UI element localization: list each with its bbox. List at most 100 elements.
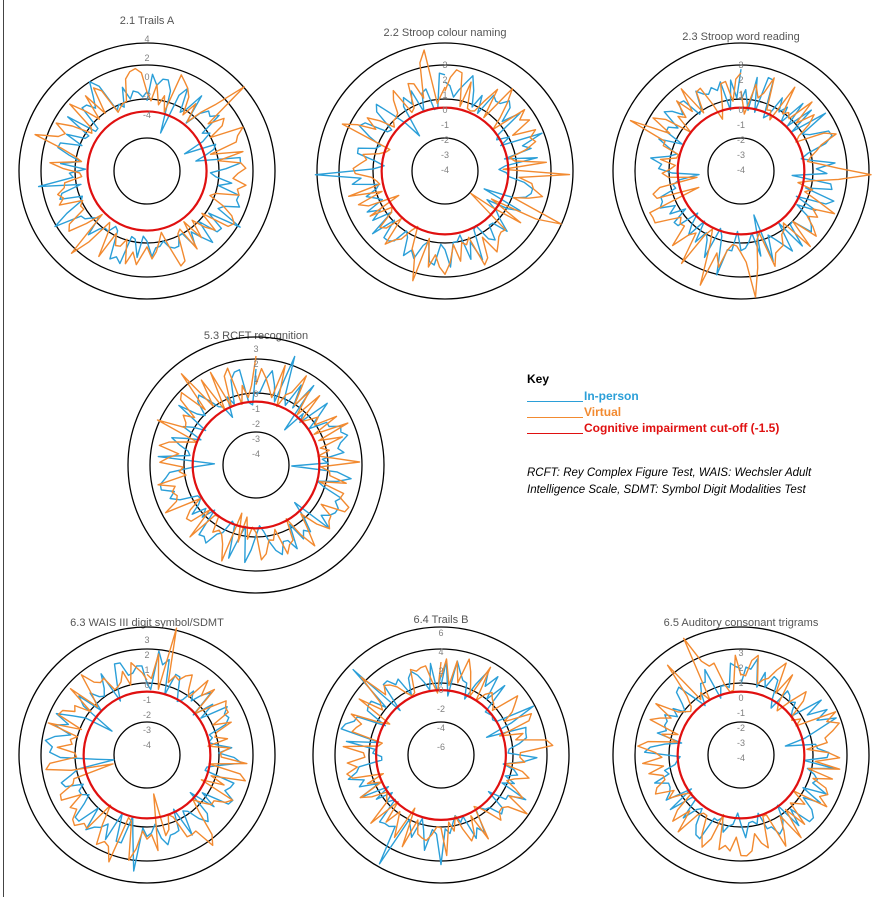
series-virtual [629,72,872,298]
radar-chart-4: 5.3 RCFT recognition 3 2 1 0 -1 -2 -3 -4 [127,330,385,594]
tick-label: -1 [737,120,745,130]
tick-label: -2 [441,135,449,145]
radar-ring-4 [18,42,276,300]
tick-label: -1 [143,695,151,705]
radar-ring-1 [707,137,775,205]
cutoff-circle [380,106,510,236]
radar-ring-3 [40,648,254,862]
tick-label: -3 [143,725,151,735]
key-label-cutoff: Cognitive impairment cut-off (-1.5) [584,421,780,435]
series-virtual [34,67,247,267]
radar-ring-1 [222,431,290,499]
series-in-person [643,658,837,840]
tick-label: 1 [738,678,743,688]
cutoff-circle [375,689,507,821]
key-swatch-virtual [527,417,583,418]
tick-label: -4 [441,165,449,175]
tick-label: -2 [252,419,260,429]
tick-label: 0 [438,685,443,695]
radar-ring-1 [707,721,775,789]
tick-label: -2 [143,710,151,720]
tick-label: 0 [738,693,743,703]
radar-ring-1 [113,137,181,205]
tick-label: 1 [738,90,743,100]
tick-label: 6 [438,628,443,638]
tick-label: 2 [738,75,743,85]
radar-ring-4 [18,626,276,884]
radar-ring-1 [113,721,181,789]
tick-label: -2 [737,723,745,733]
tick-label: -4 [737,753,745,763]
cutoff-circle [676,106,806,236]
tick-label: -4 [437,723,445,733]
tick-label: 2 [144,650,149,660]
tick-label: 2 [144,53,149,63]
chart-title: 2.3 Stroop word reading [682,31,799,43]
tick-label: 3 [738,60,743,70]
radar-chart-6: 6.4 Trails B 6 4 2 0 -2 -4 -6 [312,614,570,884]
radar-chart-3: 2.3 Stroop word reading 3 2 1 0 -1 -2 -3 -4 [612,31,872,300]
tick-label: 0 [144,680,149,690]
key-label-virtual: Virtual [584,405,622,419]
tick-label: -2 [737,135,745,145]
chart-title: 6.5 Auditory consonant trigrams [664,617,819,629]
tick-label: -1 [441,120,449,130]
radar-ring-4 [612,626,870,884]
left-border [3,0,4,897]
tick-label: 2 [738,663,743,673]
chart-title: 5.3 RCFT recognition [204,330,308,342]
tick-label: 1 [253,374,258,384]
tick-label: -3 [737,150,745,160]
radar-ring-3 [634,648,848,862]
series-virtual [637,637,841,857]
tick-label: 3 [144,635,149,645]
radar-chart-7: 6.5 Auditory consonant trigrams 3 2 1 0 -1 -2 -… [612,617,870,884]
key-swatch-in-person [527,401,583,402]
chart-title: 6.4 Trails B [413,614,468,626]
cutoff-circle [191,400,321,530]
cutoff-circle [86,110,208,232]
radar-ring-1 [407,721,475,789]
tick-label: -3 [737,738,745,748]
tick-label: 2 [438,666,443,676]
key-label-in-person: In-person [584,389,639,403]
tick-label: -3 [441,150,449,160]
series-virtual [45,627,248,863]
chart-title: 2.2 Stroop colour naming [384,27,507,39]
tick-label: 1 [442,90,447,100]
radar-ring-4 [612,42,870,300]
radar-chart-2: 2.2 Stroop colour naming 3 2 1 0 -1 -2 -3 -4 [314,27,574,300]
tick-label: -4 [737,165,745,175]
tick-label: 2 [442,75,447,85]
tick-label: -1 [737,708,745,718]
tick-label: 3 [738,648,743,658]
radar-ring-4 [127,336,385,594]
tick-label: 0 [738,105,743,115]
tick-label: 1 [144,665,149,675]
tick-label: 4 [438,647,443,657]
tick-label: -1 [252,404,260,414]
abbreviation-note-line-2: Intelligence Scale, SDMT: Symbol Digit M… [527,484,806,496]
radar-ring-4 [312,626,570,884]
radar-ring-4 [316,42,574,300]
tick-label: -6 [437,742,445,752]
tick-label: -3 [252,434,260,444]
tick-label: 2 [253,359,258,369]
tick-label: 0 [442,105,447,115]
key-swatch-cutoff [527,433,583,434]
tick-label: 4 [144,34,149,44]
key-title: Key [527,372,550,386]
series-in-person [650,69,836,276]
series-in-person [37,73,242,265]
tick-label: 0 [253,389,258,399]
tick-label: -2 [143,91,151,101]
tick-label: -4 [143,740,151,750]
cutoff-circle [676,690,806,820]
radar-chart-1: 2.1 Trails A 4 2 0 -2 -4 [18,15,276,300]
tick-label: 3 [253,344,258,354]
radar-ring-3 [338,64,552,278]
radar-ring-1 [411,137,479,205]
abbreviation-note-line-1: RCFT: Rey Complex Figure Test, WAIS: Wec… [527,467,812,479]
